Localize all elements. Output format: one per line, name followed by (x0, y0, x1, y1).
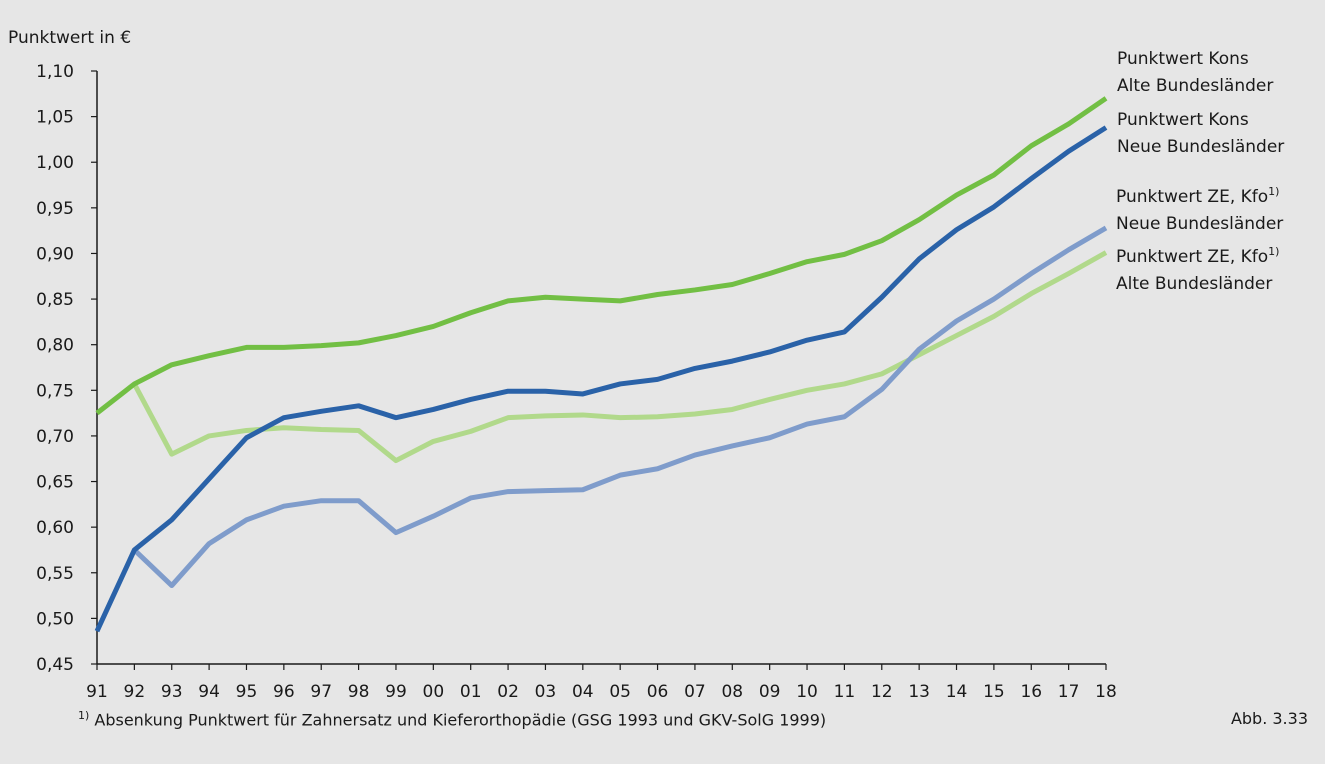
series-label-4: Alte Bundesländer (1116, 274, 1272, 294)
x-tick-label: 18 (1095, 682, 1117, 702)
y-tick-label: 0,80 (36, 336, 74, 356)
y-tick-label: 0,85 (36, 290, 74, 310)
series-label-3: Neue Bundesländer (1116, 214, 1283, 234)
footnote: 1) Absenkung Punktwert für Zahnersatz un… (78, 709, 826, 729)
x-tick-labels: 91 92 93 94 95 96 97 98 99 00 01 02 03 04 05 06 07 08 09 10… (86, 664, 1117, 702)
x-tick-label: 14 (946, 682, 968, 702)
y-tick-label: 0,95 (36, 199, 74, 219)
x-tick-label: 17 (1058, 682, 1080, 702)
y-tick-label: 1,00 (36, 153, 74, 173)
y-tick-label: 0,60 (36, 518, 74, 538)
x-tick-label: 92 (124, 682, 146, 702)
x-tick-label: 03 (535, 682, 557, 702)
series-label-footnote-marker: 1) (1268, 185, 1279, 198)
series-line-1 (95, 96, 1108, 416)
y-tick-label: 0,70 (36, 427, 74, 447)
y-tick-label: 0,90 (36, 244, 74, 264)
y-tick-label: 1,05 (36, 108, 74, 128)
y-tick-label: 0,65 (36, 473, 74, 493)
x-tick-label: 01 (460, 682, 482, 702)
y-tick-label: 0,50 (36, 609, 74, 629)
series-line-2 (94, 125, 1108, 633)
x-tick-label: 12 (871, 682, 893, 702)
x-tick-label: 09 (759, 682, 781, 702)
y-tick-label: 0,75 (36, 381, 74, 401)
footnote-text: Absenkung Punktwert für Zahnersatz und K… (89, 710, 827, 730)
x-tick-label: 05 (609, 682, 631, 702)
y-tick-label: 0,45 (36, 655, 74, 675)
series-label-2: Punktwert Kons (1117, 110, 1249, 130)
series-line-3 (132, 225, 1108, 589)
series-label-2: Neue Bundesländer (1117, 137, 1284, 157)
x-tick-label: 11 (834, 682, 856, 702)
figure-number: Abb. 3.33 (1230, 709, 1308, 728)
series-line-4 (132, 250, 1108, 464)
x-tick-label: 07 (684, 682, 706, 702)
x-tick-label: 94 (198, 682, 220, 702)
x-tick-label: 15 (983, 682, 1005, 702)
x-tick-label: 99 (385, 682, 407, 702)
chart-axes (96, 71, 1106, 665)
x-tick-label: 93 (161, 682, 183, 702)
series-label-footnote-marker: 1) (1268, 245, 1279, 258)
x-tick-label: 10 (796, 682, 818, 702)
x-tick-label: 98 (348, 682, 370, 702)
series-label-4: Punktwert ZE, Kfo1) (1116, 245, 1279, 267)
x-tick-label: 13 (908, 682, 930, 702)
x-tick-label: 16 (1020, 682, 1042, 702)
x-tick-label: 04 (572, 682, 594, 702)
series-label-3: Punktwert ZE, Kfo1) (1116, 185, 1279, 207)
footnote-marker: 1) (78, 709, 90, 722)
series-labels: Punktwert Kons Alte Bundesländer Punktwert… (1116, 49, 1284, 294)
x-tick-label: 91 (86, 682, 108, 702)
y-axis-title: Punktwert in € (8, 28, 131, 48)
series-label-1: Punktwert Kons (1117, 49, 1249, 69)
y-tick-label: 0,55 (36, 564, 74, 584)
x-tick-label: 95 (236, 682, 258, 702)
x-tick-label: 06 (647, 682, 669, 702)
series-lines (94, 96, 1108, 633)
series-label-1: Alte Bundesländer (1117, 76, 1273, 96)
x-tick-label: 02 (497, 682, 519, 702)
x-tick-label: 97 (310, 682, 332, 702)
x-tick-label: 00 (423, 682, 445, 702)
y-tick-label: 1,10 (36, 62, 74, 82)
x-tick-label: 96 (273, 682, 295, 702)
x-tick-label: 08 (721, 682, 743, 702)
y-tick-labels: 0,45 0,50 0,55 0,60 0,65 0,70 0,75 0,80 0,85 0,90… (36, 62, 97, 675)
